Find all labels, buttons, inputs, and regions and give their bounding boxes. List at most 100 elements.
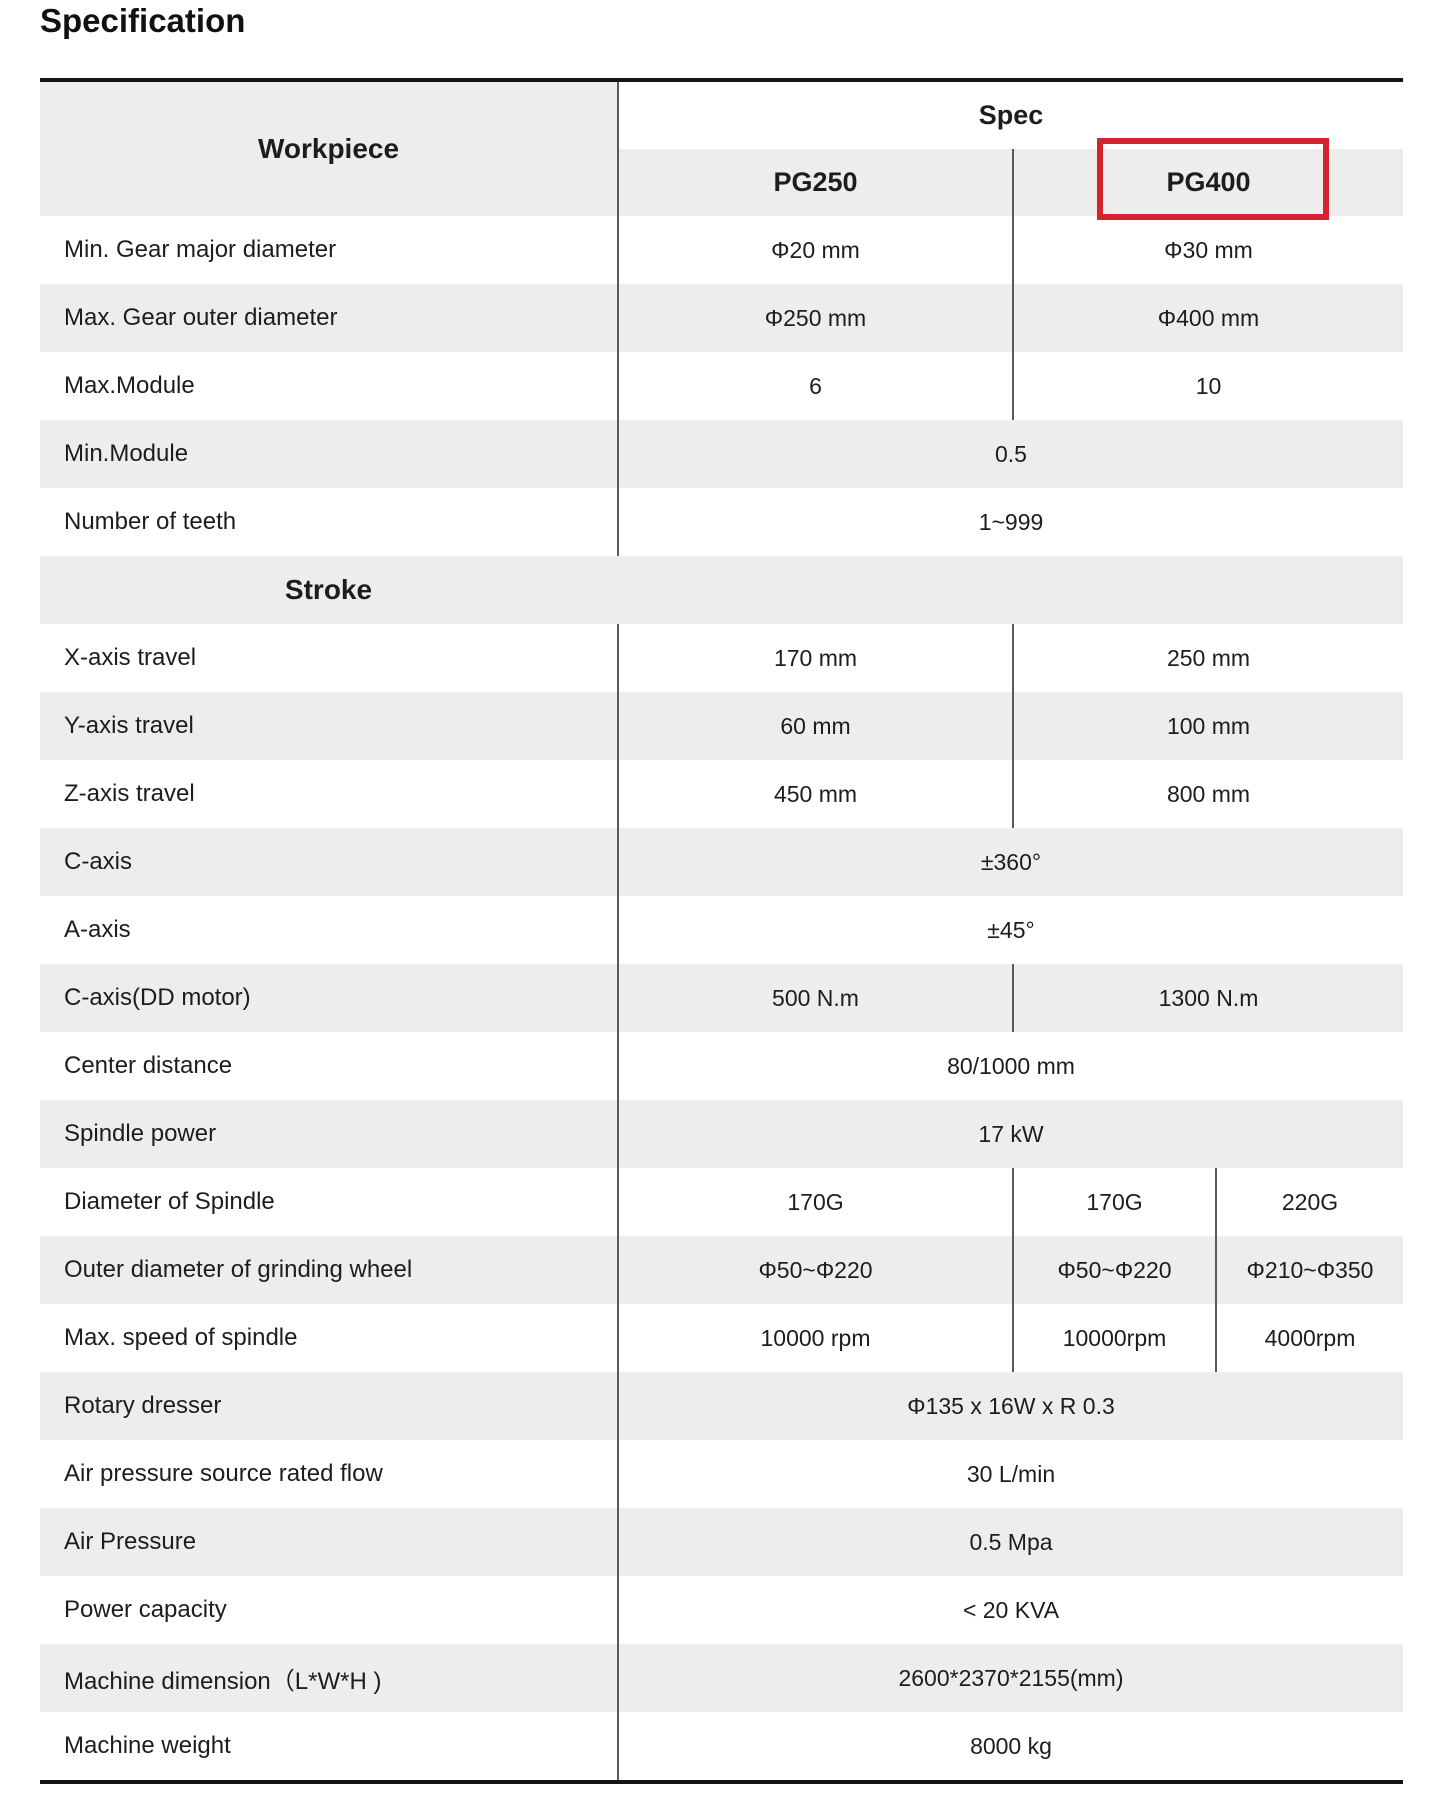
value-cell: 220G — [1215, 1168, 1403, 1236]
row-values: ±360° — [617, 828, 1403, 896]
value-cell: 80/1000 mm — [947, 1052, 1075, 1079]
model-pg250-cell: PG250 — [773, 167, 858, 197]
row-values: 170G 170G 220G — [617, 1168, 1403, 1236]
value-cell: Φ20 mm — [771, 236, 860, 263]
row-values: Φ135 x 16W x R 0.3 — [617, 1372, 1403, 1440]
spec-row: Z-axis travel 450 mm 800 mm — [40, 760, 1403, 828]
value-cell: 500 N.m — [772, 984, 859, 1011]
row-label: Number of teeth — [64, 508, 237, 535]
row-values: 0.5 — [617, 420, 1403, 488]
row-values: Φ250 mm Φ400 mm — [617, 284, 1403, 352]
value-cell: 10000 rpm — [760, 1324, 871, 1351]
section-row: Stroke — [40, 556, 1403, 624]
value-cell: Φ30 mm — [1012, 216, 1403, 284]
value-cell: 17 kW — [978, 1120, 1044, 1147]
row-values: 170 mm 250 mm — [617, 624, 1403, 692]
spec-row: Machine dimension（L*W*H ) 2600*2370*2155(… — [40, 1644, 1403, 1712]
spec-row: Air Pressure 0.5 Mpa — [40, 1508, 1403, 1576]
spec-row: Spindle power 17 kW — [40, 1100, 1403, 1168]
row-values: < 20 KVA — [617, 1576, 1403, 1644]
row-label: Air Pressure — [64, 1528, 197, 1555]
spec-row: Outer diameter of grinding wheel Φ50~Φ220… — [40, 1236, 1403, 1304]
spec-row: Y-axis travel 60 mm 100 mm — [40, 692, 1403, 760]
value-cell: 170G — [787, 1188, 844, 1215]
value-cell: Φ210~Φ350 — [1215, 1236, 1403, 1304]
row-label: Center distance — [64, 1052, 233, 1079]
row-label: C-axis(DD motor) — [64, 984, 251, 1011]
row-values: 1~999 — [617, 488, 1403, 556]
spec-row: Max. Gear outer diameter Φ250 mm Φ400 mm — [40, 284, 1403, 352]
model-pg400-cell: PG400 — [1012, 149, 1403, 216]
spec-row: C-axis ±360° — [40, 828, 1403, 896]
value-cell: ±360° — [980, 848, 1042, 875]
row-values: 0.5 Mpa — [617, 1508, 1403, 1576]
spec-row: Max.Module 6 10 — [40, 352, 1403, 420]
table-header: Workpiece Spec PG250 PG400 — [40, 82, 1403, 216]
row-label: Power capacity — [64, 1596, 227, 1623]
row-label: Rotary dresser — [64, 1392, 222, 1419]
row-values: 80/1000 mm — [617, 1032, 1403, 1100]
row-values: Φ50~Φ220 Φ50~Φ220 Φ210~Φ350 — [617, 1236, 1403, 1304]
value-cell: Φ400 mm — [1012, 284, 1403, 352]
value-cell: 60 mm — [780, 712, 851, 739]
value-cell: 30 L/min — [966, 1460, 1056, 1487]
value-cell: 6 — [809, 372, 822, 399]
spec-row: C-axis(DD motor) 500 N.m 1300 N.m — [40, 964, 1403, 1032]
row-label: X-axis travel — [64, 644, 197, 671]
row-values: Φ20 mm Φ30 mm — [617, 216, 1403, 284]
value-cell: 170 mm — [773, 644, 858, 671]
spec-row: Center distance 80/1000 mm — [40, 1032, 1403, 1100]
value-cell: Φ50~Φ220 — [758, 1256, 873, 1283]
row-label: Air pressure source rated flow — [64, 1460, 383, 1487]
row-label: Y-axis travel — [64, 712, 194, 739]
row-label: Machine weight — [64, 1732, 231, 1759]
spec-row: A-axis ±45° — [40, 896, 1403, 964]
row-label: A-axis — [64, 916, 131, 943]
value-cell: 2600*2370*2155(mm) — [898, 1664, 1124, 1691]
value-cell: 8000 kg — [970, 1732, 1052, 1759]
spec-row: Number of teeth 1~999 — [40, 488, 1403, 556]
value-cell: 450 mm — [773, 780, 858, 807]
value-cell: 170G — [1012, 1168, 1215, 1236]
value-cell: 1300 N.m — [1012, 964, 1403, 1032]
row-values: 8000 kg — [617, 1712, 1403, 1780]
spec-table: Workpiece Spec PG250 PG400 Min. Gear maj… — [40, 78, 1403, 1784]
spec-row: Min. Gear major diameter Φ20 mm Φ30 mm — [40, 216, 1403, 284]
row-values: 6 10 — [617, 352, 1403, 420]
value-cell: Φ135 x 16W x R 0.3 — [907, 1392, 1115, 1419]
spec-row: Machine weight 8000 kg — [40, 1712, 1403, 1780]
row-label: Diameter of Spindle — [64, 1188, 275, 1215]
spec-row: Diameter of Spindle 170G 170G 220G — [40, 1168, 1403, 1236]
value-cell: 800 mm — [1012, 760, 1403, 828]
row-values: 450 mm 800 mm — [617, 760, 1403, 828]
value-cell: 4000rpm — [1215, 1304, 1403, 1372]
spec-row: Rotary dresser Φ135 x 16W x R 0.3 — [40, 1372, 1403, 1440]
row-values: 500 N.m 1300 N.m — [617, 964, 1403, 1032]
row-values: 60 mm 100 mm — [617, 692, 1403, 760]
value-cell: Φ50~Φ220 — [1012, 1236, 1215, 1304]
row-label: Min. Gear major diameter — [64, 236, 337, 263]
spec-row: Min.Module 0.5 — [40, 420, 1403, 488]
value-cell: 100 mm — [1012, 692, 1403, 760]
row-label: Spindle power — [64, 1120, 217, 1147]
row-values: 17 kW — [617, 1100, 1403, 1168]
row-label: Z-axis travel — [64, 780, 195, 807]
value-cell: 10 — [1012, 352, 1403, 420]
row-values: 10000 rpm 10000rpm 4000rpm — [617, 1304, 1403, 1372]
value-cell: 250 mm — [1012, 624, 1403, 692]
row-values: 30 L/min — [617, 1440, 1403, 1508]
value-cell: 0.5 Mpa — [969, 1528, 1053, 1555]
row-label: Max.Module — [64, 372, 195, 399]
value-cell: < 20 KVA — [962, 1596, 1060, 1623]
spec-row: X-axis travel 170 mm 250 mm — [40, 624, 1403, 692]
row-values: 2600*2370*2155(mm) — [617, 1644, 1403, 1712]
value-cell: Φ250 mm — [764, 304, 867, 331]
value-cell: ±45° — [987, 916, 1035, 943]
row-label: Min.Module — [64, 440, 189, 467]
section-title: Stroke — [284, 574, 373, 605]
row-label: C-axis — [64, 848, 133, 875]
row-label: Outer diameter of grinding wheel — [64, 1256, 413, 1283]
row-label: Max. Gear outer diameter — [64, 304, 338, 331]
row-label: Machine dimension（L*W*H ) — [64, 1667, 382, 1695]
table-body: Min. Gear major diameter Φ20 mm Φ30 mm Max.… — [40, 216, 1403, 1780]
